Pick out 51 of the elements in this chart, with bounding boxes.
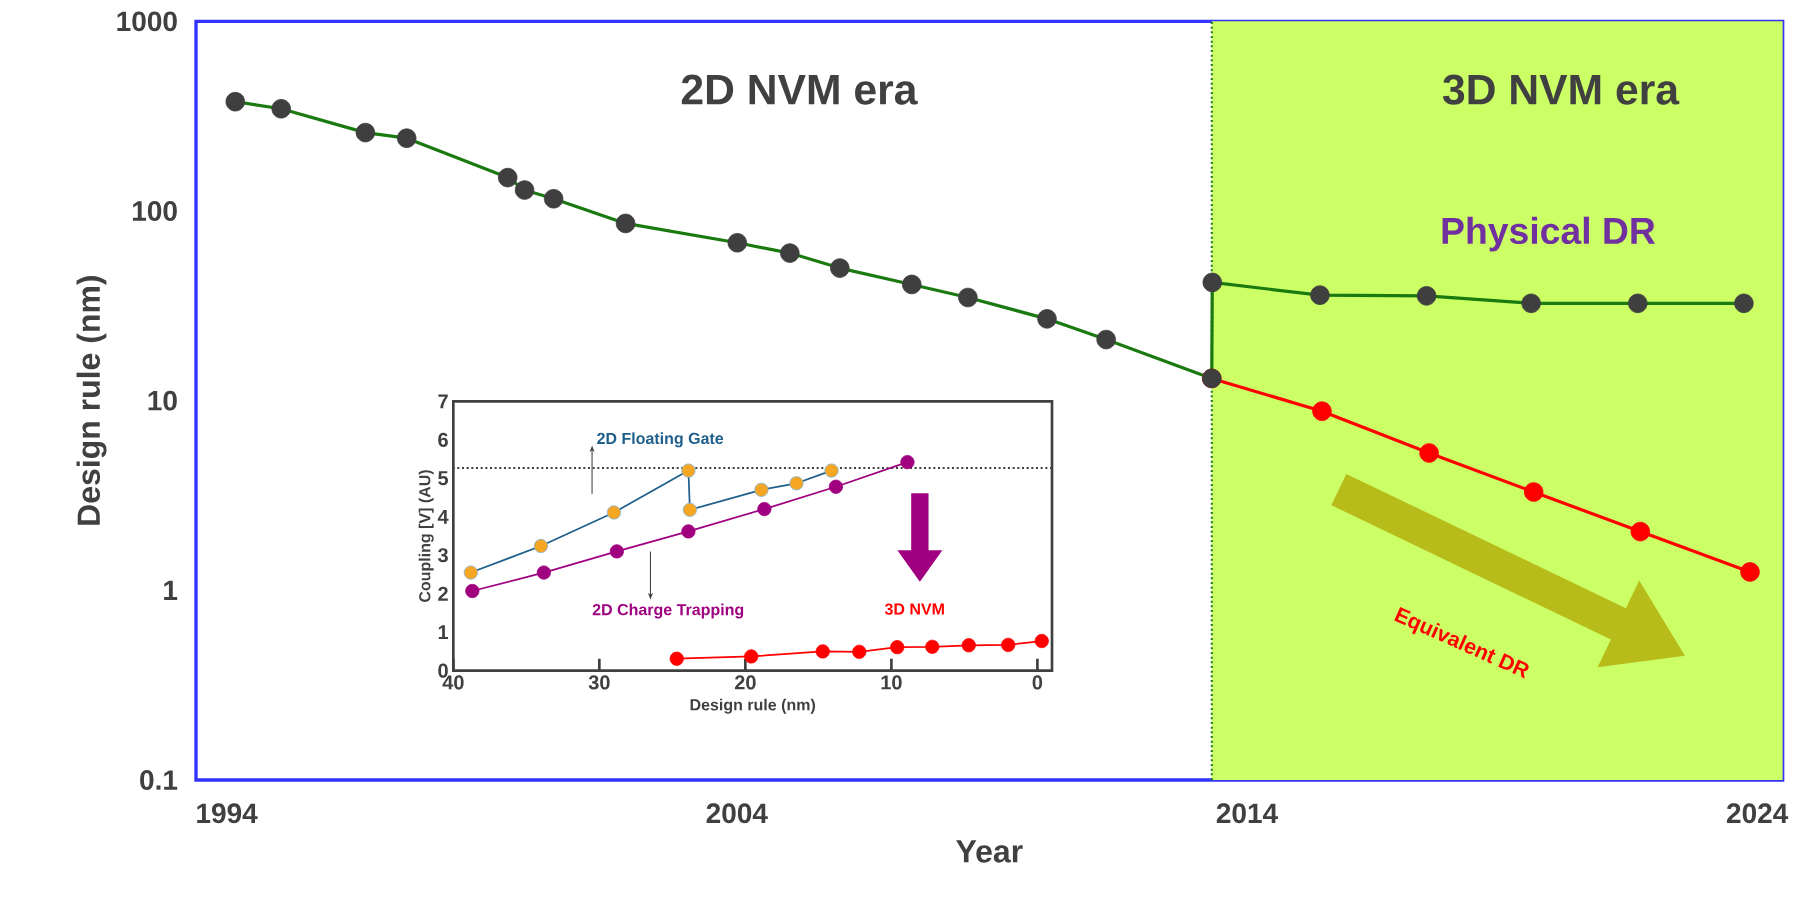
- y-tick-label: 2: [438, 586, 448, 601]
- x-tick-label: 0: [1032, 675, 1043, 690]
- y-tick-label: 3: [437, 547, 448, 563]
- point: [900, 454, 915, 470]
- point: [1630, 521, 1651, 542]
- point: [744, 649, 759, 664]
- series-label: Physical DR: [1442, 216, 1656, 252]
- y-tick-label: 1: [164, 580, 178, 600]
- point: [465, 583, 480, 598]
- point: [609, 544, 624, 559]
- annotation: 3D NVM era: [1442, 74, 1680, 105]
- y-axis-title: Coupling [V] (AU): [418, 469, 434, 602]
- x-tick-label: 2024: [1726, 803, 1789, 824]
- x-tick-label: 30: [588, 675, 610, 690]
- text: 2D Floating Gate: [597, 432, 724, 448]
- point: [1034, 633, 1049, 648]
- point: [815, 644, 830, 659]
- y-tick-label: 0.1: [140, 769, 178, 790]
- y-tick-label: 100: [133, 200, 177, 221]
- x-axis-title: Year: [956, 840, 1023, 863]
- y-axis-title: Design rule (nm): [76, 275, 107, 525]
- x-axis-title: Design rule (nm): [690, 698, 815, 714]
- point: [961, 638, 976, 653]
- point: [669, 651, 684, 666]
- text: 2D Charge Trapping: [592, 603, 744, 619]
- point: [828, 479, 843, 494]
- y-tick-label: 1000: [117, 11, 177, 32]
- x-tick-label: 20: [734, 675, 756, 690]
- point: [757, 501, 772, 516]
- point: [1312, 401, 1332, 421]
- point: [1740, 562, 1760, 582]
- x-tick-label: 2014: [1216, 803, 1278, 824]
- x-tick-label: 2004: [706, 803, 768, 824]
- y-tick-label: 1: [438, 625, 449, 639]
- point: [1419, 443, 1439, 463]
- point: [681, 524, 696, 539]
- y-tick-label: 5: [438, 471, 449, 486]
- series-label: 3D NVM: [884, 603, 944, 615]
- point: [925, 639, 940, 654]
- point: [1001, 637, 1016, 652]
- point: [852, 644, 867, 659]
- point: [1523, 482, 1544, 502]
- point: [890, 639, 905, 655]
- y-tick-label: 7: [438, 394, 448, 409]
- annotation: 2D NVM era: [681, 74, 918, 105]
- x-tick-label: 1994: [197, 803, 258, 824]
- x-tick-label: 10: [881, 675, 902, 690]
- y-tick-label: 6: [438, 432, 448, 447]
- y-tick-label: 4: [437, 509, 449, 524]
- y-tick-label: 10: [148, 390, 177, 411]
- point: [536, 565, 551, 580]
